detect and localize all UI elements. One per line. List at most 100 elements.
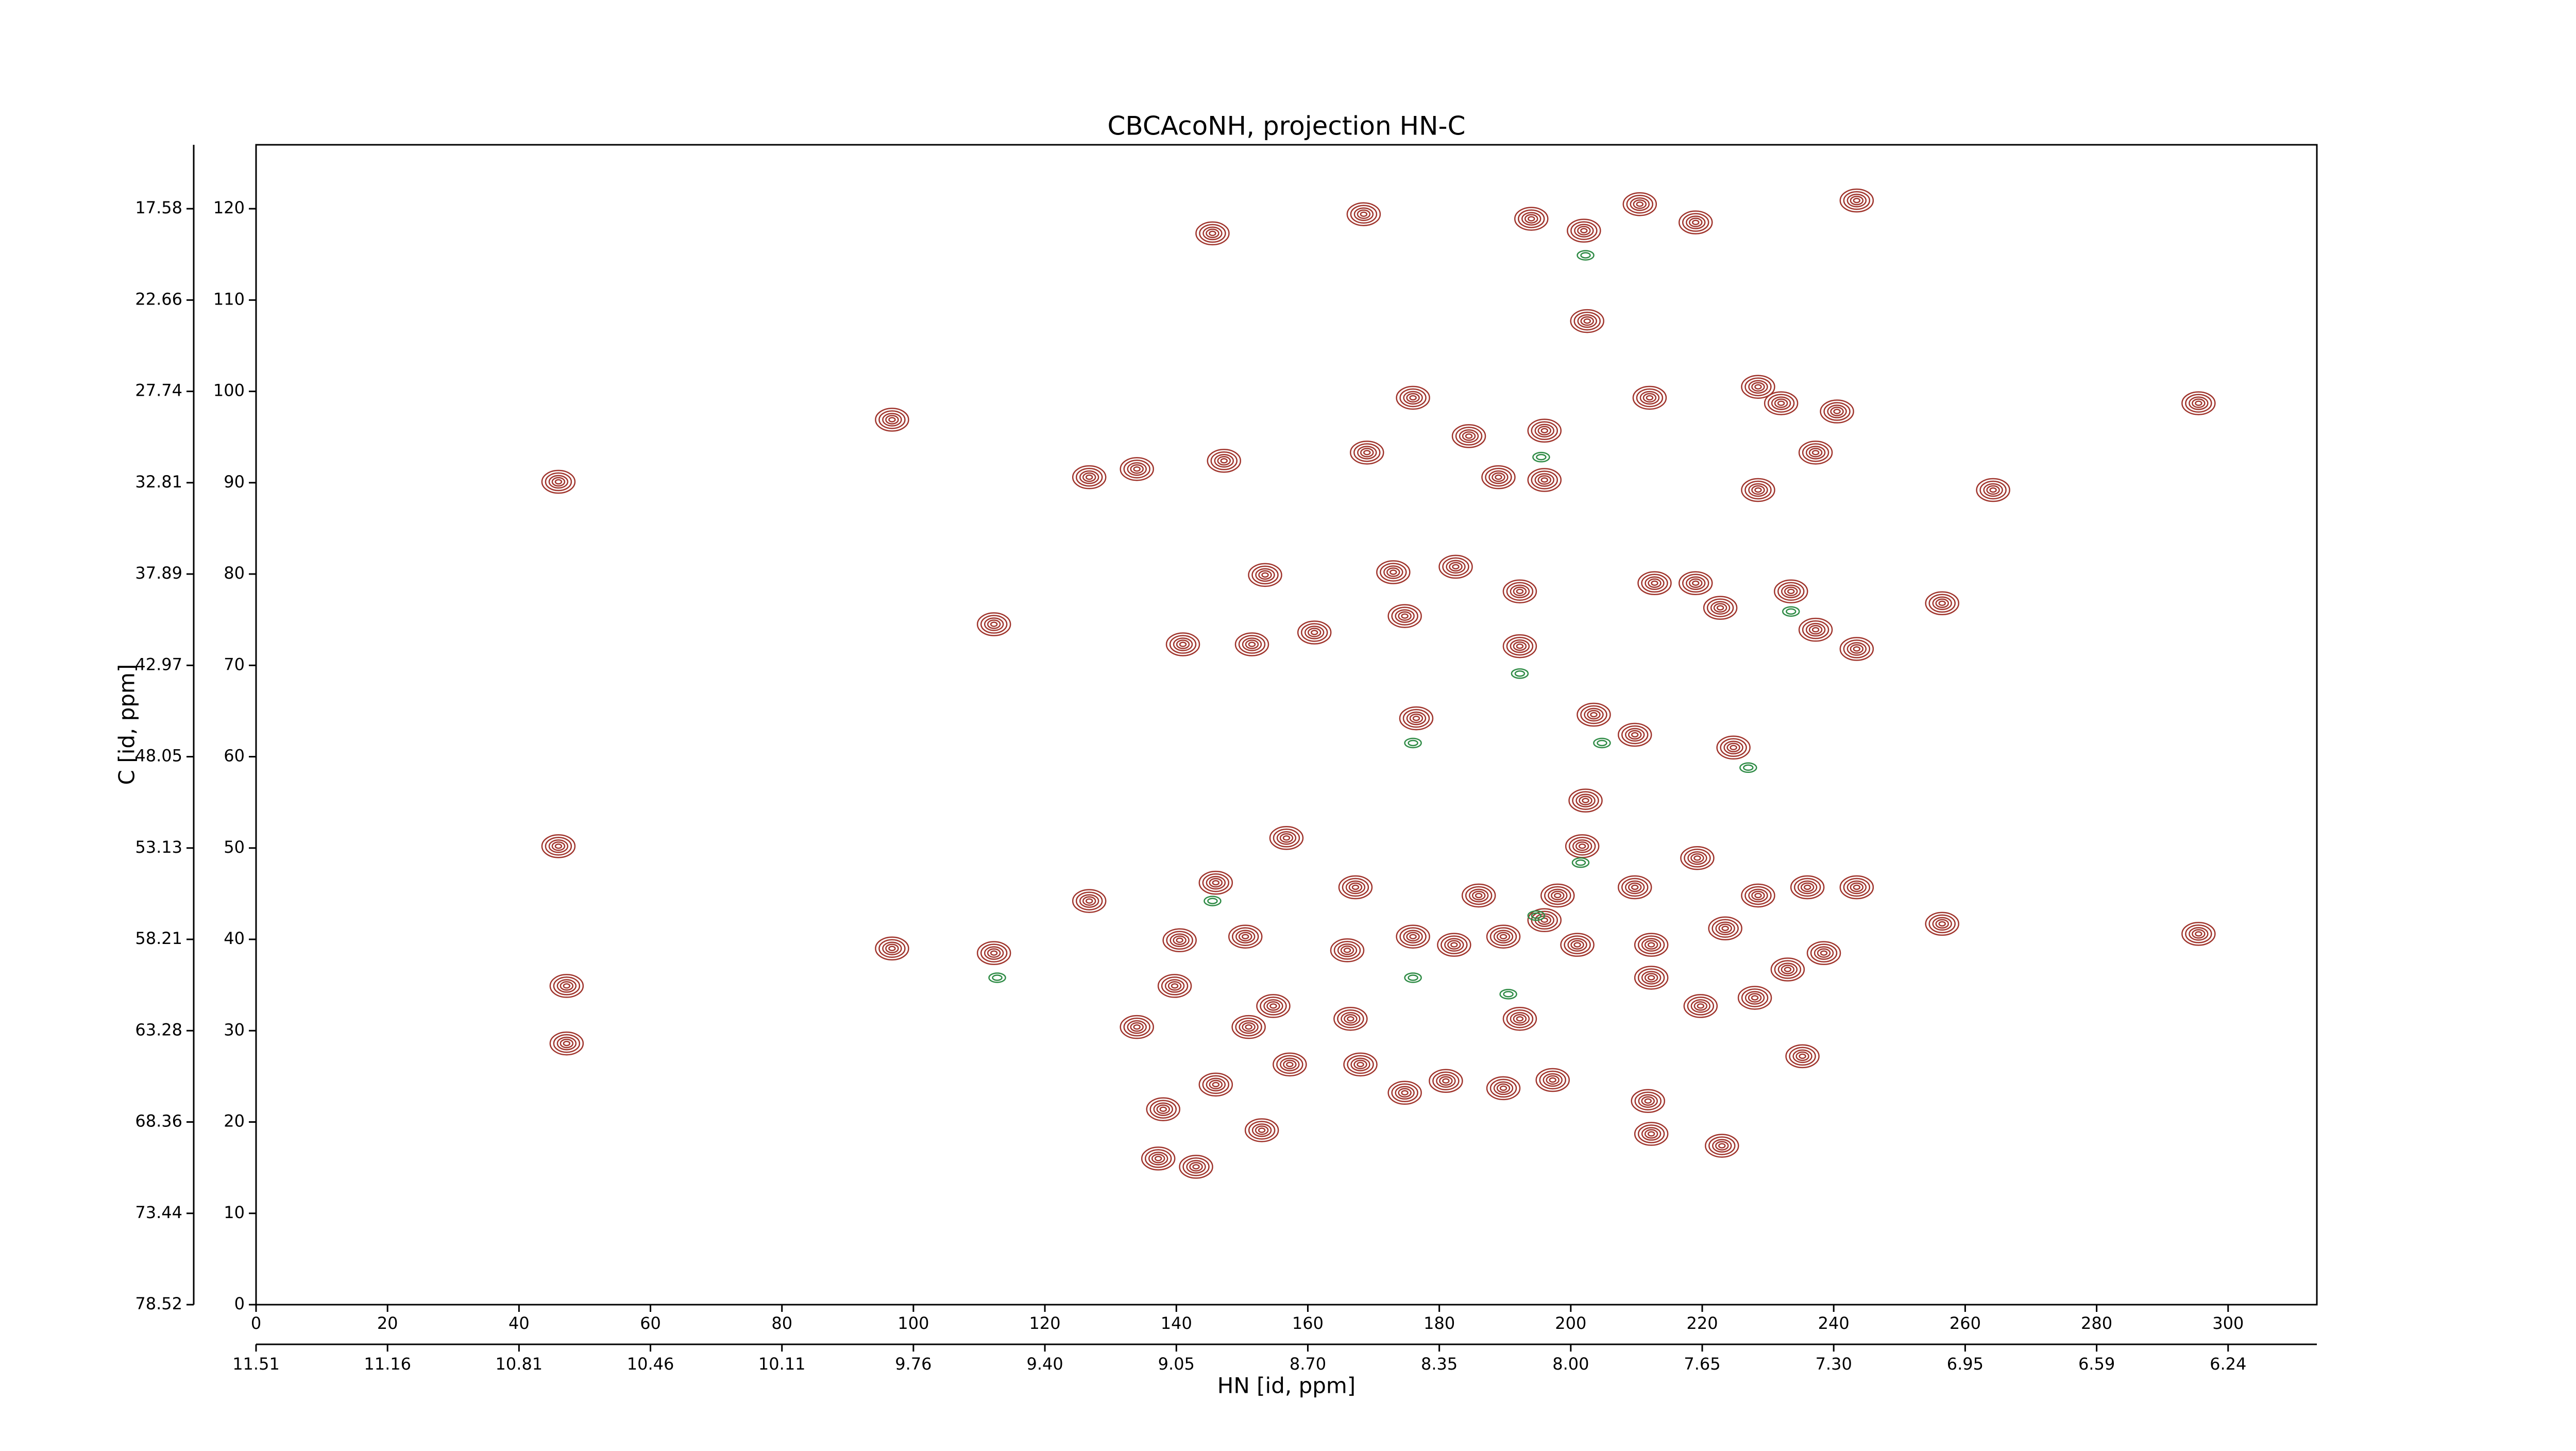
- peak-contour: [1797, 880, 1818, 895]
- peak-contour: [1590, 712, 1598, 718]
- peak-contour: [1333, 941, 1361, 960]
- peak-contour: [1781, 965, 1795, 974]
- peak-contour: [1578, 843, 1586, 849]
- peak-contour: [1580, 228, 1588, 233]
- peak-contour: [1207, 449, 1242, 473]
- peak-contour: [1234, 632, 1269, 656]
- peak-contour: [1120, 1015, 1154, 1039]
- peak-contour: [1549, 1077, 1556, 1083]
- peak-contour: [1833, 409, 1841, 414]
- peak-contour: [1516, 1016, 1524, 1022]
- peak-contour: [1744, 886, 1772, 905]
- peak-contour: [1647, 942, 1655, 948]
- peak-contour: [1489, 927, 1517, 946]
- peak-contour: [1626, 194, 1654, 214]
- peak-contour: [1713, 603, 1727, 613]
- peak-contour: [1151, 1154, 1165, 1163]
- peak-contour: [1641, 1096, 1655, 1106]
- peak-contour: [1938, 921, 1946, 927]
- peak-contour: [1244, 1118, 1279, 1142]
- peak-contour: [1399, 388, 1427, 408]
- peak-contour: [1486, 1076, 1521, 1101]
- peak-contour: [1273, 829, 1300, 848]
- peak-contour: [1493, 1081, 1514, 1095]
- peak-contour: [1506, 636, 1534, 656]
- peak-contour: [1442, 1078, 1450, 1084]
- peak-contour: [1206, 875, 1226, 890]
- x2-tick-label: 10.81: [496, 1354, 543, 1374]
- peak-contour: [1510, 1011, 1530, 1026]
- peak-contour: [1486, 924, 1521, 949]
- peak-contour: [1850, 882, 1864, 892]
- peak-contour: [1212, 880, 1220, 886]
- peak-contour: [1645, 576, 1665, 590]
- peak-contour: [1402, 708, 1430, 728]
- negative-contour: [1786, 608, 1797, 615]
- peak-contour: [1286, 1061, 1294, 1068]
- peak-contour: [1276, 831, 1297, 845]
- peak-contour: [2185, 394, 2212, 413]
- peak-contour: [1846, 193, 1867, 208]
- peak-contour: [1202, 226, 1223, 241]
- peak-contour: [1925, 591, 1959, 616]
- peak-contour: [1692, 220, 1700, 225]
- negative-contour: [1204, 896, 1222, 906]
- peak-contour: [1436, 1074, 1456, 1088]
- peak-contour: [1239, 1020, 1259, 1034]
- peak-contour: [1403, 930, 1423, 943]
- peak-contour: [1744, 377, 1772, 396]
- peak-contour: [1784, 586, 1798, 596]
- peak-contour: [1198, 870, 1233, 895]
- peak-contour: [1744, 991, 1765, 1005]
- y-tick-label: 120: [213, 198, 245, 217]
- peak-contour: [1648, 578, 1662, 588]
- peak-contour: [1338, 875, 1373, 900]
- peak-contour: [1245, 1024, 1252, 1030]
- peak-contour: [1754, 384, 1762, 390]
- peak-contour: [1238, 635, 1266, 654]
- peak-contour: [1165, 632, 1200, 656]
- negative-contour: [1503, 991, 1514, 998]
- peak-contour: [1179, 642, 1187, 647]
- peak-contour: [1251, 565, 1279, 585]
- y2-tick-label: 63.28: [135, 1020, 182, 1039]
- peak-contour: [1774, 579, 1808, 603]
- peak-contour: [1570, 309, 1604, 333]
- peak-contour: [1156, 1104, 1171, 1114]
- negative-contour: [1514, 670, 1526, 677]
- peak-contour: [554, 479, 563, 485]
- peak-contour: [1412, 715, 1420, 721]
- x-tick-label: 280: [2081, 1313, 2112, 1333]
- peak-contour: [1540, 917, 1549, 923]
- peak-contour: [1307, 628, 1321, 637]
- peak-contour: [1513, 586, 1527, 596]
- peak-contour: [1641, 1127, 1662, 1141]
- peak-contour: [1269, 826, 1304, 850]
- peak-contour: [1300, 623, 1328, 642]
- peak-contour: [1079, 470, 1099, 484]
- negative-contour: [1408, 974, 1418, 981]
- peak-contour: [1347, 1016, 1354, 1022]
- peak-contour: [1280, 1057, 1300, 1072]
- peak-contour: [1248, 1121, 1276, 1140]
- peak-contour: [1440, 935, 1468, 954]
- peak-contour: [1123, 1017, 1150, 1037]
- y-tick-label: 10: [224, 1203, 245, 1222]
- peak-contour: [1680, 846, 1715, 870]
- peak-contour: [1641, 573, 1668, 593]
- peak-contour: [1391, 606, 1418, 626]
- x-tick-label: 240: [1818, 1313, 1850, 1333]
- peak-contour: [1932, 917, 1952, 931]
- peak-contour: [554, 843, 563, 849]
- peak-contour: [1560, 933, 1595, 957]
- peak-contour: [1785, 1044, 1820, 1069]
- peak-contour: [1568, 836, 1596, 856]
- x2-tick-label: 6.95: [1947, 1354, 1984, 1374]
- peak-contour: [1633, 199, 1647, 209]
- peak-contour: [1357, 446, 1377, 460]
- peak-contour: [1639, 391, 1660, 405]
- x2-tick-label: 11.51: [232, 1354, 280, 1374]
- peak-contour: [556, 979, 577, 993]
- x2-tick-label: 8.35: [1421, 1354, 1458, 1374]
- peak-contour: [1269, 1003, 1277, 1009]
